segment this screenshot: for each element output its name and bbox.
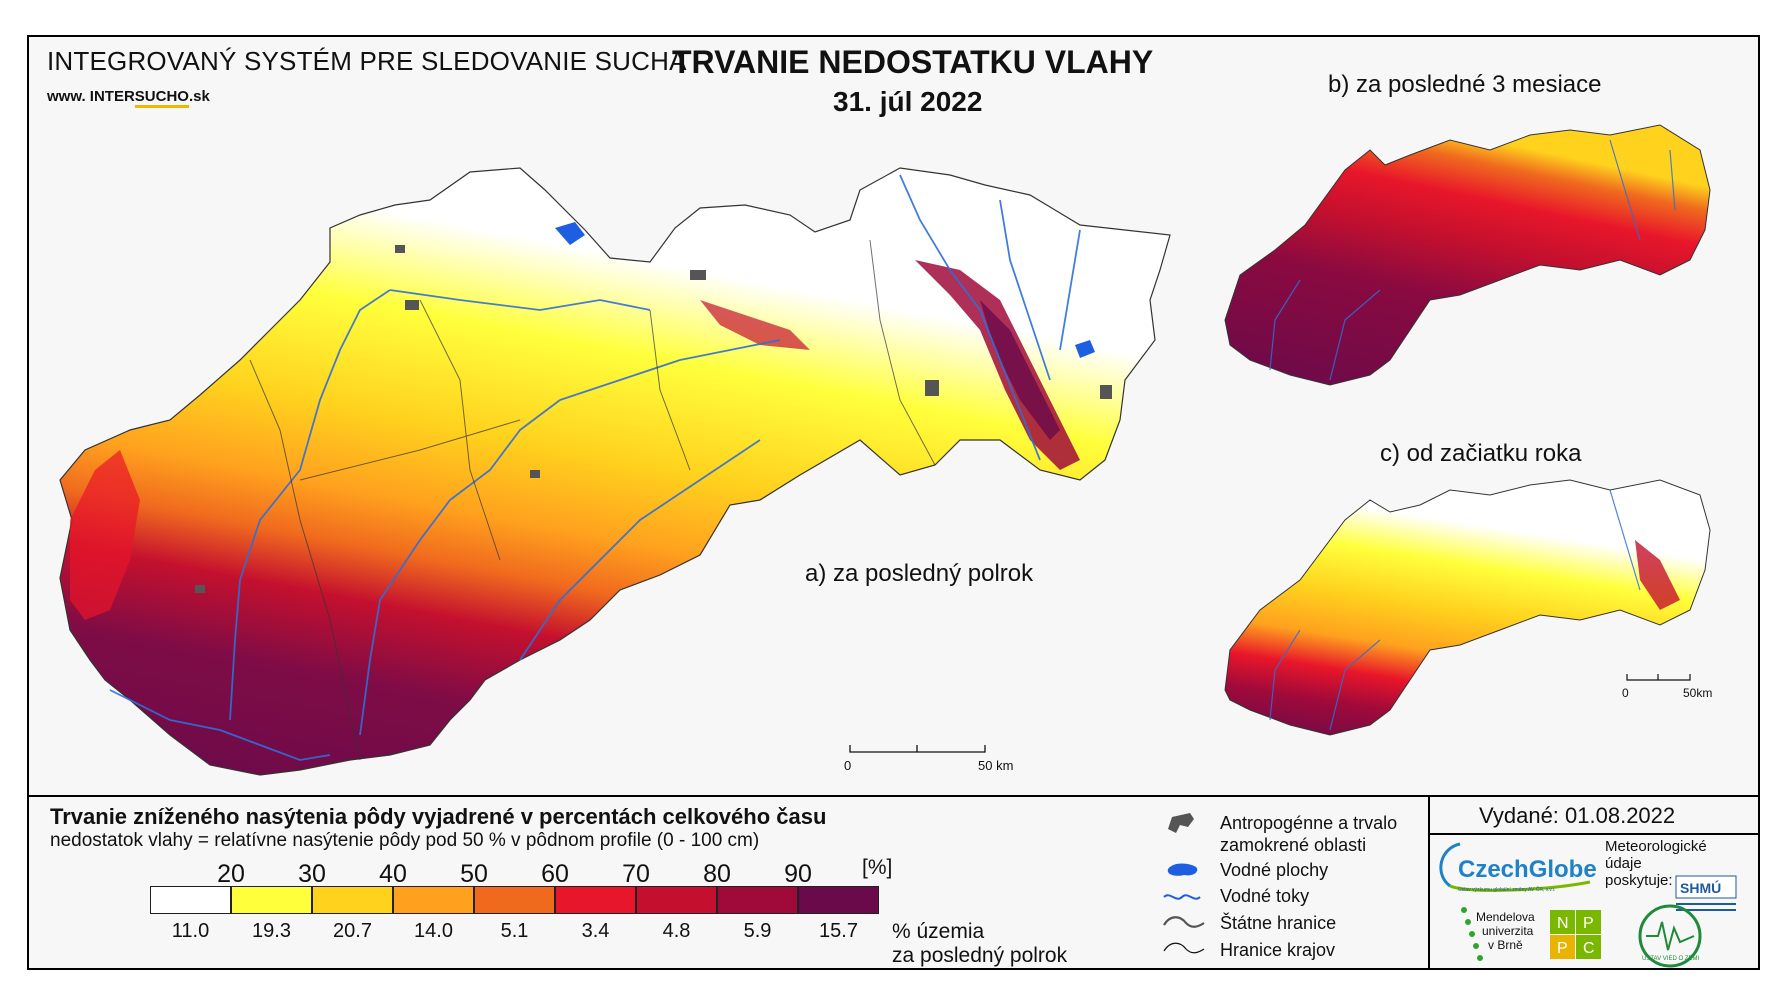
website-prefix: www. INTER [47,88,135,105]
legend-divider [1428,797,1430,970]
provider-logos: SHMÚ N P P C ÚSTAV VIED O ZEMI [1439,842,1737,968]
scalebar-main-end: 50 km [978,758,1013,773]
scale-tick-label: 90 [784,860,812,888]
key-anthropogenic-line1: Antropogénne a trvalo [1220,813,1398,833]
scale-tick-label: 70 [622,860,650,888]
scale-cell [474,886,555,914]
scale-tick-label: 80 [703,860,731,888]
map-panel-a [59,167,1171,776]
water-body-sirava [1075,340,1095,358]
scale-cell [312,886,393,914]
czechglobe-logo [1439,842,1591,892]
key-symbols [1163,813,1205,954]
key-anthropogenic-line2: zamokrené oblasti [1220,835,1367,855]
scale-tick-label: 40 [379,860,407,888]
scale-percentage: 14.0 [414,920,453,942]
scale-tick-label: 50 [460,860,488,888]
meteo-line3: poskytuje: [1605,872,1673,889]
map-panel-b [1224,124,1711,386]
meteo-line1: Meteorologické [1605,838,1707,855]
state-border-icon [1163,916,1205,928]
key-state-border: Štátne hranice [1220,913,1337,933]
uvz-label: ÚSTAV VIED O ZEMI [1642,955,1699,962]
scale-tick-label: 20 [217,860,245,888]
website-mid: SUCHO [134,88,189,108]
scale-unit: [%] [862,856,893,879]
czechglobe-sublabel: Ústav výzkumu globální změny AV ČR, v.v.… [1458,887,1556,893]
issued-divider [1430,833,1760,835]
legend-title: Trvanie zníženého nasýtenia pôdy vyjadre… [50,804,827,829]
percentage-caption: % územia za posledný polrok [892,920,1067,968]
scale-percentage: 4.8 [662,920,691,942]
scale-cell [798,886,879,914]
scale-cell [717,886,798,914]
scale-cell [231,886,312,914]
scalebar-main: 0 50 km [844,745,1013,773]
region-border-icon [1163,942,1205,954]
website-suffix: .sk [188,88,210,105]
scalebar-small-start: 0 [1622,686,1629,700]
uvz-logo: ÚSTAV VIED O ZEMI [1638,904,1702,968]
scale-percentage: 5.9 [743,920,772,942]
legend-area [27,795,1760,970]
legend-subtitle: nedostatok vlahy = relatívne nasýtenie p… [50,830,760,851]
scalebar-small: 0 50km [1622,674,1712,700]
scale-cell [393,886,474,914]
scalebar-small-end: 50km [1683,686,1712,700]
panel-c-label: c) od začiatku roka [1380,440,1582,467]
scale-cell [636,886,717,914]
scalebar-main-start: 0 [844,758,851,773]
issued-date: Vydané: 01.08.2022 [1479,803,1676,828]
scale-percentage: 11.0 [171,920,210,942]
scale-tick-label: 30 [298,860,326,888]
scale-percentage: 3.4 [581,920,610,942]
system-title: INTEGROVANÝ SYSTÉM PRE SLEDOVANIE SUCHA [47,46,687,76]
mendel-line2: univerzita [1482,924,1534,938]
panel-a-label: a) za posledný polrok [805,560,1034,587]
scale-cell [150,886,231,914]
nppc-letter-1: N [1557,915,1569,932]
mendel-line3: v Brně [1488,938,1523,952]
river-icon [1163,894,1201,900]
nppc-logo: N P P C [1550,910,1601,959]
percentage-caption-line1: % územia [892,920,985,943]
water-body-orava [555,222,585,245]
key-rivers: Vodné toky [1220,886,1310,906]
key-water-bodies: Vodné plochy [1220,860,1329,880]
map-panel-c [1224,479,1711,736]
key-anthropogenic: Antropogénne a trvalo zamokrené oblasti [1220,812,1397,856]
czechglobe-label: CzechGlobe [1458,856,1597,883]
scale-percentage: 19.3 [252,920,291,942]
mendel-logo [1461,907,1483,961]
panel-b-label: b) za posledné 3 mesiace [1328,71,1602,98]
water-body-icon [1167,863,1198,876]
shmu-label: SHMÚ [1680,879,1721,896]
nppc-letter-3: P [1557,940,1568,957]
map-date: 31. júl 2022 [833,86,983,117]
key-region-border: Hranice krajov [1220,940,1336,960]
scale-percentage: 15.7 [819,920,858,942]
scale-tick-label: 60 [541,860,569,888]
mendel-line1: Mendelova [1476,910,1535,924]
nppc-letter-4: C [1583,940,1595,957]
anthropogenic-icon [1168,813,1194,833]
scale-cell [555,886,636,914]
meteo-line2: údaje [1605,855,1642,872]
website-link[interactable]: www. INTERSUCHO.sk [47,88,210,108]
main-title: TRVANIE NEDOSTATKU VLAHY [672,44,1154,80]
scale-percentage: 5.1 [500,920,529,942]
meteo-provider: Meteorologické údaje poskytuje: [1605,838,1707,889]
nppc-letter-2: P [1583,915,1594,932]
scale-percentage: 20.7 [333,920,372,942]
percentage-caption-line2: za posledný polrok [892,944,1068,967]
mendel-label: Mendelova univerzita v Brně [1476,910,1535,952]
